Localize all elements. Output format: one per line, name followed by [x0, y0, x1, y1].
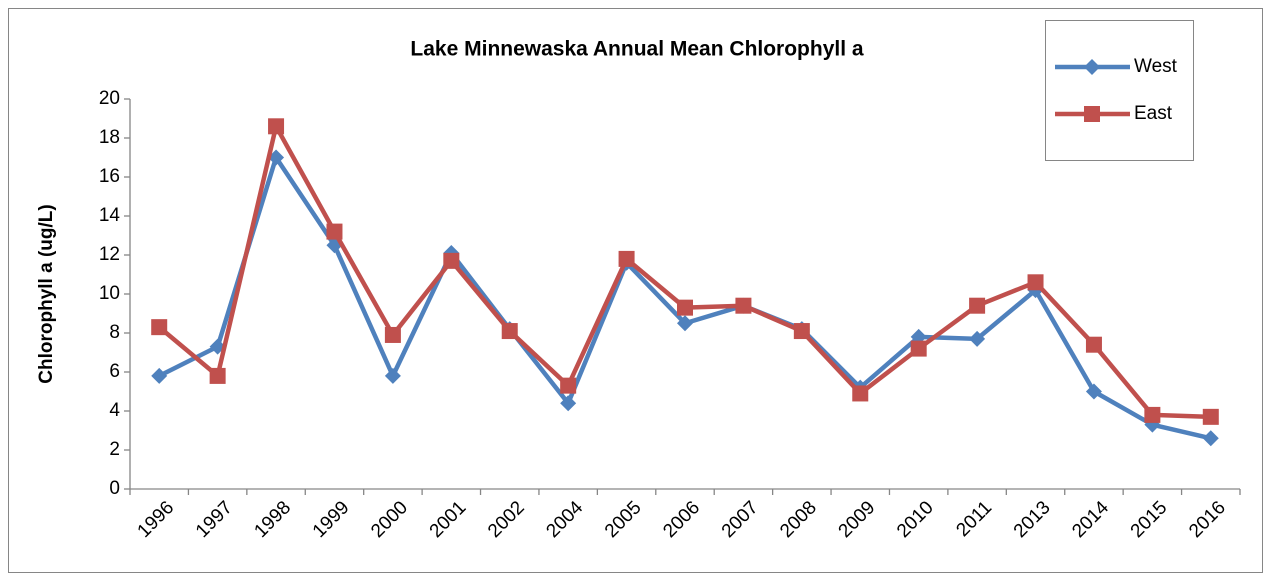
y-tick-label: 12 — [99, 244, 120, 265]
data-point — [852, 385, 869, 402]
data-point — [151, 319, 168, 336]
y-tick-label: 14 — [99, 205, 121, 226]
data-point — [735, 297, 752, 314]
legend-marker — [1084, 106, 1100, 122]
data-point — [560, 377, 577, 394]
y-tick-label: 2 — [109, 439, 120, 460]
y-tick-label: 10 — [99, 283, 120, 304]
data-point — [151, 367, 168, 384]
y-tick-label: 20 — [99, 88, 120, 109]
data-point — [384, 326, 401, 343]
data-point — [501, 323, 518, 340]
y-tick-label: 6 — [109, 361, 120, 382]
data-point — [1144, 406, 1161, 423]
y-tick-label: 8 — [109, 322, 120, 343]
legend-label: East — [1134, 103, 1173, 124]
data-point — [1085, 336, 1102, 353]
data-point — [677, 299, 693, 316]
data-point — [1202, 430, 1219, 447]
data-point — [209, 367, 226, 384]
data-point — [1027, 274, 1044, 291]
chart-title: Lake Minnewaska Annual Mean Chlorophyll … — [410, 38, 863, 61]
data-point — [1085, 383, 1102, 400]
data-point — [384, 367, 401, 384]
data-point — [560, 395, 577, 412]
data-point — [793, 323, 810, 340]
data-point — [1202, 408, 1219, 425]
data-point — [326, 223, 343, 240]
data-point — [910, 340, 927, 357]
data-point — [268, 149, 285, 166]
legend-box — [1045, 20, 1194, 161]
legend-label: West — [1134, 56, 1178, 77]
data-point — [969, 330, 986, 347]
data-point — [443, 252, 460, 269]
y-tick-label: 16 — [99, 166, 120, 187]
data-point — [268, 118, 285, 135]
legend-marker — [1084, 59, 1100, 75]
y-tick-label: 18 — [99, 127, 120, 148]
y-axis-label: Chlorophyll a (ug/L) — [36, 204, 57, 383]
y-tick-label: 4 — [109, 400, 120, 421]
data-point — [969, 297, 986, 314]
data-point — [677, 315, 693, 332]
data-point — [618, 250, 635, 267]
y-tick-label: 0 — [109, 478, 120, 499]
